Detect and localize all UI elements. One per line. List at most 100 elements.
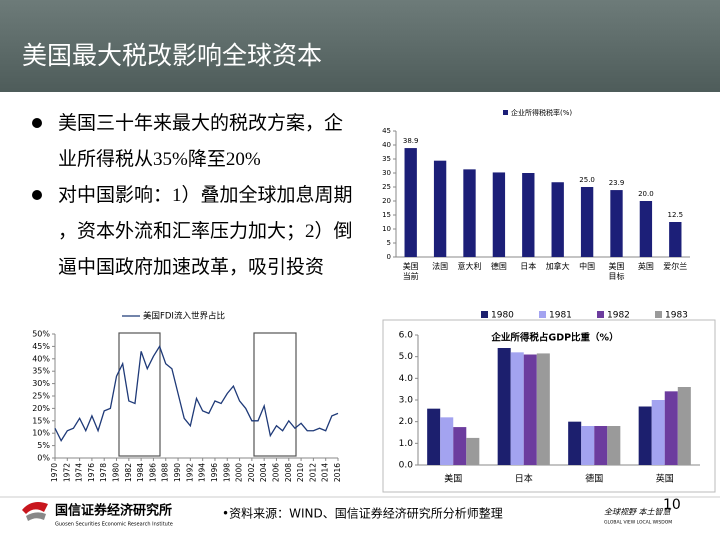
x-tick-label: 1996 bbox=[210, 463, 219, 482]
x-tick-label: 1992 bbox=[185, 463, 194, 482]
y-tick-label: 20 bbox=[382, 197, 391, 205]
x-tick-label: 1994 bbox=[198, 463, 207, 482]
x-tick-label: 1986 bbox=[148, 463, 157, 482]
y-tick-label: 0% bbox=[37, 454, 50, 463]
y-tick-label: 5 bbox=[387, 239, 391, 247]
y-tick-label: 45 bbox=[382, 127, 391, 135]
bar bbox=[551, 182, 564, 257]
x-tick-label: 1976 bbox=[87, 463, 96, 482]
y-tick-label: 10% bbox=[32, 429, 50, 438]
highlight-box bbox=[253, 332, 297, 457]
x-tick-label: 1970 bbox=[50, 463, 59, 482]
bar bbox=[638, 406, 652, 465]
x-tick-label: 1972 bbox=[62, 463, 71, 482]
x-tick-label: 1974 bbox=[75, 463, 84, 482]
bar bbox=[433, 160, 447, 257]
x-tick-label: 1978 bbox=[99, 463, 108, 482]
bar bbox=[497, 348, 511, 465]
x-tick-label: 美国 当前 bbox=[402, 262, 419, 281]
y-tick-label: 15% bbox=[32, 416, 50, 425]
x-tick-label: 美国 目标 bbox=[608, 262, 625, 281]
bullet: 对中国影响：1）叠加全球加息周期，资本外流和汇率压力加大；2）倒逼中国政府加速改… bbox=[30, 178, 354, 286]
chart-frame bbox=[382, 319, 716, 493]
x-tick-label: 法国 bbox=[432, 262, 449, 271]
x-tick-label: 德国 bbox=[490, 262, 507, 271]
x-tick-label: 2016 bbox=[333, 463, 342, 482]
bar bbox=[580, 187, 594, 257]
bar bbox=[568, 421, 582, 465]
logo bbox=[26, 512, 46, 521]
x-tick-label: 英国 bbox=[637, 262, 654, 271]
value-label: 12.5 bbox=[668, 211, 684, 219]
y-tick-label: 25% bbox=[32, 392, 50, 401]
y-tick-label: 40% bbox=[32, 354, 50, 363]
x-tick-label: 加拿大 bbox=[545, 262, 570, 271]
bar bbox=[581, 426, 595, 465]
x-tick-label: 1984 bbox=[136, 463, 145, 482]
bar bbox=[466, 437, 480, 465]
logo bbox=[22, 502, 48, 514]
org-name-en: Guosen Securities Economic Research Inst… bbox=[55, 522, 173, 528]
value-label: 25.0 bbox=[579, 176, 595, 184]
x-tick-label: 2014 bbox=[321, 463, 330, 482]
y-tick-label: 0 bbox=[387, 253, 391, 261]
y-tick-label: 6.0 bbox=[399, 331, 414, 341]
legend-swatch bbox=[503, 110, 508, 115]
legend-label: 企业所得税税率(%) bbox=[511, 108, 572, 117]
y-tick-label: 20% bbox=[32, 404, 50, 413]
bar bbox=[404, 148, 417, 257]
legend-swatch bbox=[481, 311, 488, 318]
bar bbox=[463, 169, 476, 257]
title-bar bbox=[0, 0, 720, 92]
y-tick-label: 45% bbox=[32, 342, 50, 351]
slogan: 全球视野 本土智慧 bbox=[604, 508, 672, 517]
bar bbox=[651, 400, 665, 465]
y-tick-label: 35 bbox=[382, 155, 391, 163]
bar bbox=[677, 387, 691, 465]
slogan-en: GLOBAL VIEW LOCAL WISDOM bbox=[604, 520, 672, 526]
bar bbox=[536, 353, 550, 465]
legend-label: 美国FDI流入世界占比 bbox=[143, 311, 225, 322]
bar bbox=[492, 172, 506, 257]
source-note: •资料来源：WIND、国信证券经济研究所分析师整理 bbox=[222, 506, 503, 521]
x-tick-label: 2006 bbox=[271, 463, 280, 482]
bullet-list: 美国三十年来最大的税改方案，企业所得税从35%降至20% 对中国影响：1）叠加全… bbox=[30, 106, 360, 286]
y-tick-label: 5.0 bbox=[399, 352, 414, 362]
bar bbox=[664, 391, 678, 465]
x-tick-label: 2002 bbox=[247, 463, 256, 482]
x-tick-label: 中国 bbox=[579, 262, 596, 271]
x-tick-label: 意大利 bbox=[457, 262, 482, 271]
bar bbox=[607, 426, 621, 465]
line bbox=[54, 344, 339, 442]
y-tick-label: 35% bbox=[32, 367, 50, 376]
x-tick-label: 英国 bbox=[656, 473, 674, 485]
bar bbox=[522, 173, 535, 257]
x-tick-label: 爱尔兰 bbox=[663, 262, 688, 271]
bar bbox=[594, 426, 608, 465]
bar bbox=[639, 201, 653, 257]
x-tick-label: 德国 bbox=[585, 473, 603, 485]
x-tick-label: 1982 bbox=[124, 463, 133, 482]
x-tick-label: 1980 bbox=[112, 463, 121, 482]
value-label: 38.9 bbox=[403, 137, 419, 145]
value-label: 23.9 bbox=[609, 179, 625, 187]
x-tick-label: 1990 bbox=[173, 463, 182, 482]
x-tick-label: 1998 bbox=[222, 463, 231, 482]
y-tick-label: 1.0 bbox=[399, 439, 414, 449]
y-tick-label: 25 bbox=[382, 183, 391, 191]
legend-label: 1981 bbox=[549, 311, 572, 321]
legend-swatch bbox=[597, 311, 604, 318]
legend-label: 1980 bbox=[491, 311, 514, 321]
x-tick-label: 1988 bbox=[161, 463, 170, 482]
bar bbox=[427, 408, 441, 465]
page-number: 10 bbox=[663, 497, 681, 513]
y-tick-label: 0.0 bbox=[399, 461, 414, 471]
x-tick-label: 2008 bbox=[284, 463, 293, 482]
org-name: 国信证券经济研究所 bbox=[55, 503, 172, 519]
x-tick-label: 2000 bbox=[235, 463, 244, 482]
bar bbox=[523, 354, 537, 465]
y-tick-label: 4.0 bbox=[399, 374, 414, 384]
bar bbox=[610, 190, 623, 257]
